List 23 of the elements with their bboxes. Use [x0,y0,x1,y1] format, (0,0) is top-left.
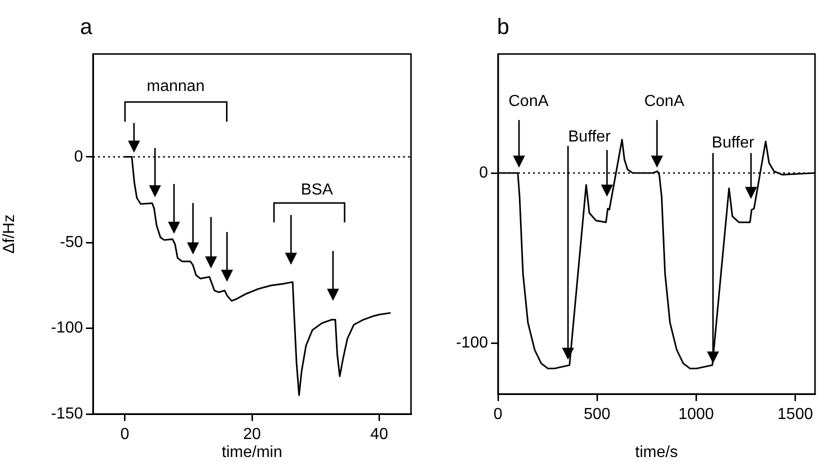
annotation: Buffer [568,128,612,146]
annotation: Buffer [712,134,755,152]
x-tick-label: 0 [120,426,130,444]
annotation: mannan [146,78,205,95]
x-tick-label: 1000 [678,406,714,424]
x-axis-title: time/s [635,444,678,461]
x-tick-label: 500 [584,406,611,424]
y-axis-title: Δf/Hz [1,214,18,254]
y-tick-label: -150 [50,405,84,422]
x-tick-label: 20 [243,426,261,444]
annotation: BSA [300,182,334,199]
chart-title: a [80,14,92,40]
y-tick-label: -100 [50,320,84,337]
annotation: ConA [508,93,549,110]
y-tick-label: -50 [60,234,84,251]
y-tick-label: -100 [456,334,488,352]
x-tick-label: 0 [494,406,503,424]
y-tick-label: 0 [74,148,84,166]
annotation: ConA [644,93,685,110]
x-tick-label: 40 [370,426,388,444]
x-tick-label: 1500 [777,406,814,424]
x-axis-title: time/min [222,444,282,461]
chart-title: b [497,14,510,40]
